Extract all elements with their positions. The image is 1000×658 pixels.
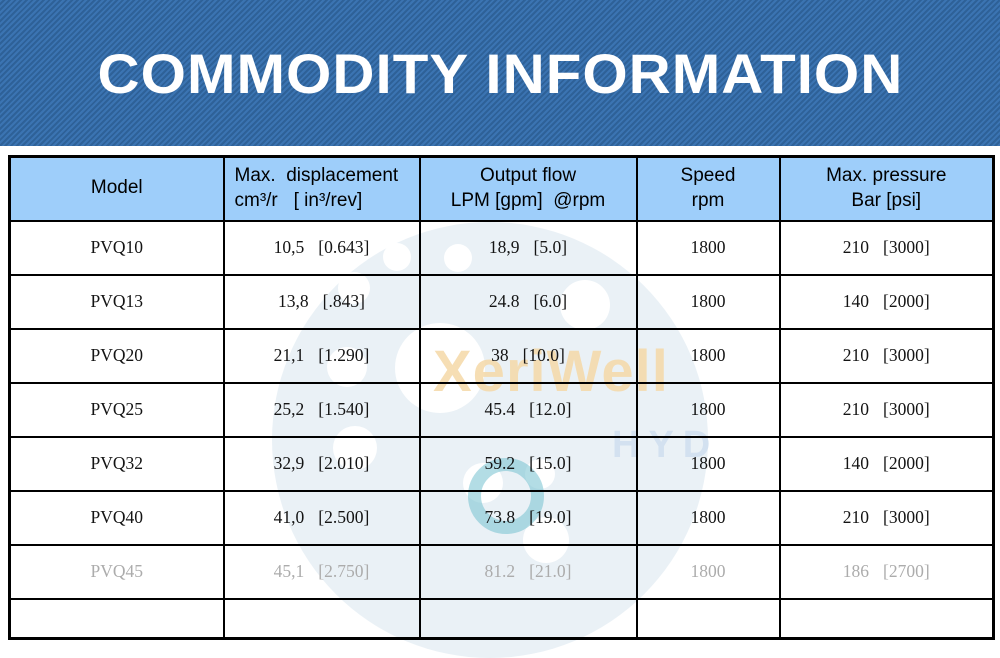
table-row: PVQ20 21,1 [1.290] 38 [10.0] 1800 210 [3000]	[8, 327, 995, 384]
output-flow-cell: 18,9 [5.0]	[418, 219, 638, 276]
pressure-cell: 186 [2700]	[778, 543, 995, 600]
table-header: Model Max. displacement cm³/r [ in³/rev]…	[8, 155, 995, 222]
model-cell: PVQ13	[8, 273, 225, 330]
model-cell: PVQ25	[8, 381, 225, 438]
displacement-cell: 32,9 [2.010]	[222, 435, 421, 492]
table-row-partial	[8, 597, 995, 640]
speed-cell: 1800	[635, 489, 781, 546]
column-header-model: Model	[8, 155, 225, 222]
table-row: PVQ32 32,9 [2.010] 59.2 [15.0] 1800 140 [2000]	[8, 435, 995, 492]
displacement-cell: 45,1 [2.750]	[222, 543, 421, 600]
speed-cell: 1800	[635, 327, 781, 384]
speed-cell: 1800	[635, 219, 781, 276]
speed-cell: 1800	[635, 381, 781, 438]
output-flow-cell: 73.8 [19.0]	[418, 489, 638, 546]
table-row: PVQ13 13,8 [.843] 24.8 [6.0] 1800 140 [2000]	[8, 273, 995, 330]
column-header-output-flow: Output flow LPM [gpm] @rpm	[418, 155, 638, 222]
displacement-cell: 13,8 [.843]	[222, 273, 421, 330]
speed-cell: 1800	[635, 273, 781, 330]
output-flow-cell: 59.2 [15.0]	[418, 435, 638, 492]
pressure-cell: 140 [2000]	[778, 273, 995, 330]
pressure-cell: 210 [3000]	[778, 489, 995, 546]
pressure-cell: 210 [3000]	[778, 381, 995, 438]
model-cell: PVQ10	[8, 219, 225, 276]
table-row: PVQ45 45,1 [2.750] 81.2 [21.0] 1800 186 [2700]	[8, 543, 995, 600]
page-title: COMMODITY INFORMATION	[97, 41, 903, 105]
empty-cell	[418, 597, 638, 640]
output-flow-cell: 24.8 [6.0]	[418, 273, 638, 330]
table-body: PVQ10 10,5 [0.643] 18,9 [5.0] 1800 210 [3000] PV…	[8, 219, 995, 640]
empty-cell	[222, 597, 421, 640]
table-row: PVQ40 41,0 [2.500] 73.8 [19.0] 1800 210 [3000]	[8, 489, 995, 546]
output-flow-cell: 81.2 [21.0]	[418, 543, 638, 600]
pressure-cell: 210 [3000]	[778, 219, 995, 276]
model-cell: PVQ32	[8, 435, 225, 492]
column-header-pressure: Max. pressure Bar [psi]	[778, 155, 995, 222]
table-row: PVQ10 10,5 [0.643] 18,9 [5.0] 1800 210 [3000]	[8, 219, 995, 276]
output-flow-cell: 38 [10.0]	[418, 327, 638, 384]
empty-cell	[635, 597, 781, 640]
model-cell: PVQ40	[8, 489, 225, 546]
table-row: PVQ25 25,2 [1.540] 45.4 [12.0] 1800 210 [3000]	[8, 381, 995, 438]
model-cell: PVQ20	[8, 327, 225, 384]
column-header-speed: Speed rpm	[635, 155, 781, 222]
pressure-cell: 140 [2000]	[778, 435, 995, 492]
commodity-table: Model Max. displacement cm³/r [ in³/rev]…	[8, 155, 995, 640]
empty-cell	[778, 597, 995, 640]
model-cell: PVQ45	[8, 543, 225, 600]
displacement-cell: 10,5 [0.643]	[222, 219, 421, 276]
displacement-cell: 41,0 [2.500]	[222, 489, 421, 546]
pressure-cell: 210 [3000]	[778, 327, 995, 384]
displacement-cell: 25,2 [1.540]	[222, 381, 421, 438]
speed-cell: 1800	[635, 435, 781, 492]
speed-cell: 1800	[635, 543, 781, 600]
displacement-cell: 21,1 [1.290]	[222, 327, 421, 384]
column-header-displacement: Max. displacement cm³/r [ in³/rev]	[222, 155, 421, 222]
empty-cell	[8, 597, 225, 640]
output-flow-cell: 45.4 [12.0]	[418, 381, 638, 438]
banner: COMMODITY INFORMATION	[0, 0, 1000, 146]
